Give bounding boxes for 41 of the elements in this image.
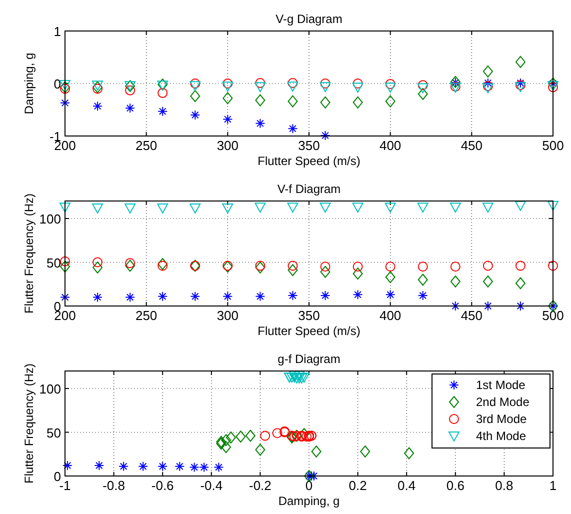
y-axis-title: Flutter Frequency (Hz) bbox=[22, 193, 36, 314]
y-axis-title: Damping, g bbox=[22, 52, 36, 114]
x-tick-label: -0.2 bbox=[248, 478, 272, 493]
x-tick-label: 500 bbox=[542, 138, 564, 153]
legend-label: 2nd Mode bbox=[476, 395, 530, 409]
y-tick-label: 50 bbox=[46, 255, 61, 270]
chart-title: g-f Diagram bbox=[278, 352, 340, 366]
x-tick-label: 450 bbox=[460, 138, 483, 153]
x-tick-label: 0 bbox=[305, 478, 313, 493]
x-tick-label: -0.6 bbox=[151, 478, 174, 493]
x-tick-label: 0.8 bbox=[495, 478, 514, 493]
x-tick-label: -0.8 bbox=[102, 478, 126, 493]
x-tick-label: 250 bbox=[135, 308, 158, 323]
y-tick-label: 50 bbox=[46, 425, 61, 440]
y-axis-title: Flutter Frequency (Hz) bbox=[22, 363, 36, 484]
chart-title: V-g Diagram bbox=[276, 12, 342, 26]
x-tick-label: 400 bbox=[379, 138, 402, 153]
x-tick-label: 250 bbox=[135, 138, 158, 153]
y-tick-label: 100 bbox=[39, 382, 61, 396]
x-tick-label: 350 bbox=[298, 138, 320, 153]
x-axis-title: Damping, g bbox=[278, 494, 340, 508]
y-tick-label: 1 bbox=[54, 24, 61, 39]
y-tick-label: 0 bbox=[54, 76, 61, 92]
x-tick-label: 400 bbox=[379, 308, 402, 323]
legend-label: 4th Mode bbox=[476, 429, 526, 443]
x-tick-label: 0.2 bbox=[348, 478, 367, 493]
x-tick-label: 0.6 bbox=[446, 478, 464, 493]
x-tick-label: -0.4 bbox=[200, 478, 223, 493]
x-tick-label: 500 bbox=[542, 308, 564, 323]
chart-title: V-f Diagram bbox=[277, 182, 341, 196]
x-axis-title: Flutter Speed (m/s) bbox=[258, 154, 360, 168]
x-tick-label: 300 bbox=[216, 138, 239, 153]
x-tick-label: 0.4 bbox=[398, 478, 416, 493]
x-tick-label: 450 bbox=[460, 308, 483, 323]
x-axis-title: Flutter Speed (m/s) bbox=[258, 324, 360, 338]
y-tick-label: 100 bbox=[39, 212, 61, 226]
x-tick-label: 350 bbox=[298, 308, 320, 323]
x-tick-label: 1 bbox=[549, 478, 557, 493]
legend-label: 3rd Mode bbox=[476, 412, 528, 426]
x-tick-label: 300 bbox=[216, 308, 239, 323]
legend-label: 1st Mode bbox=[476, 378, 526, 392]
